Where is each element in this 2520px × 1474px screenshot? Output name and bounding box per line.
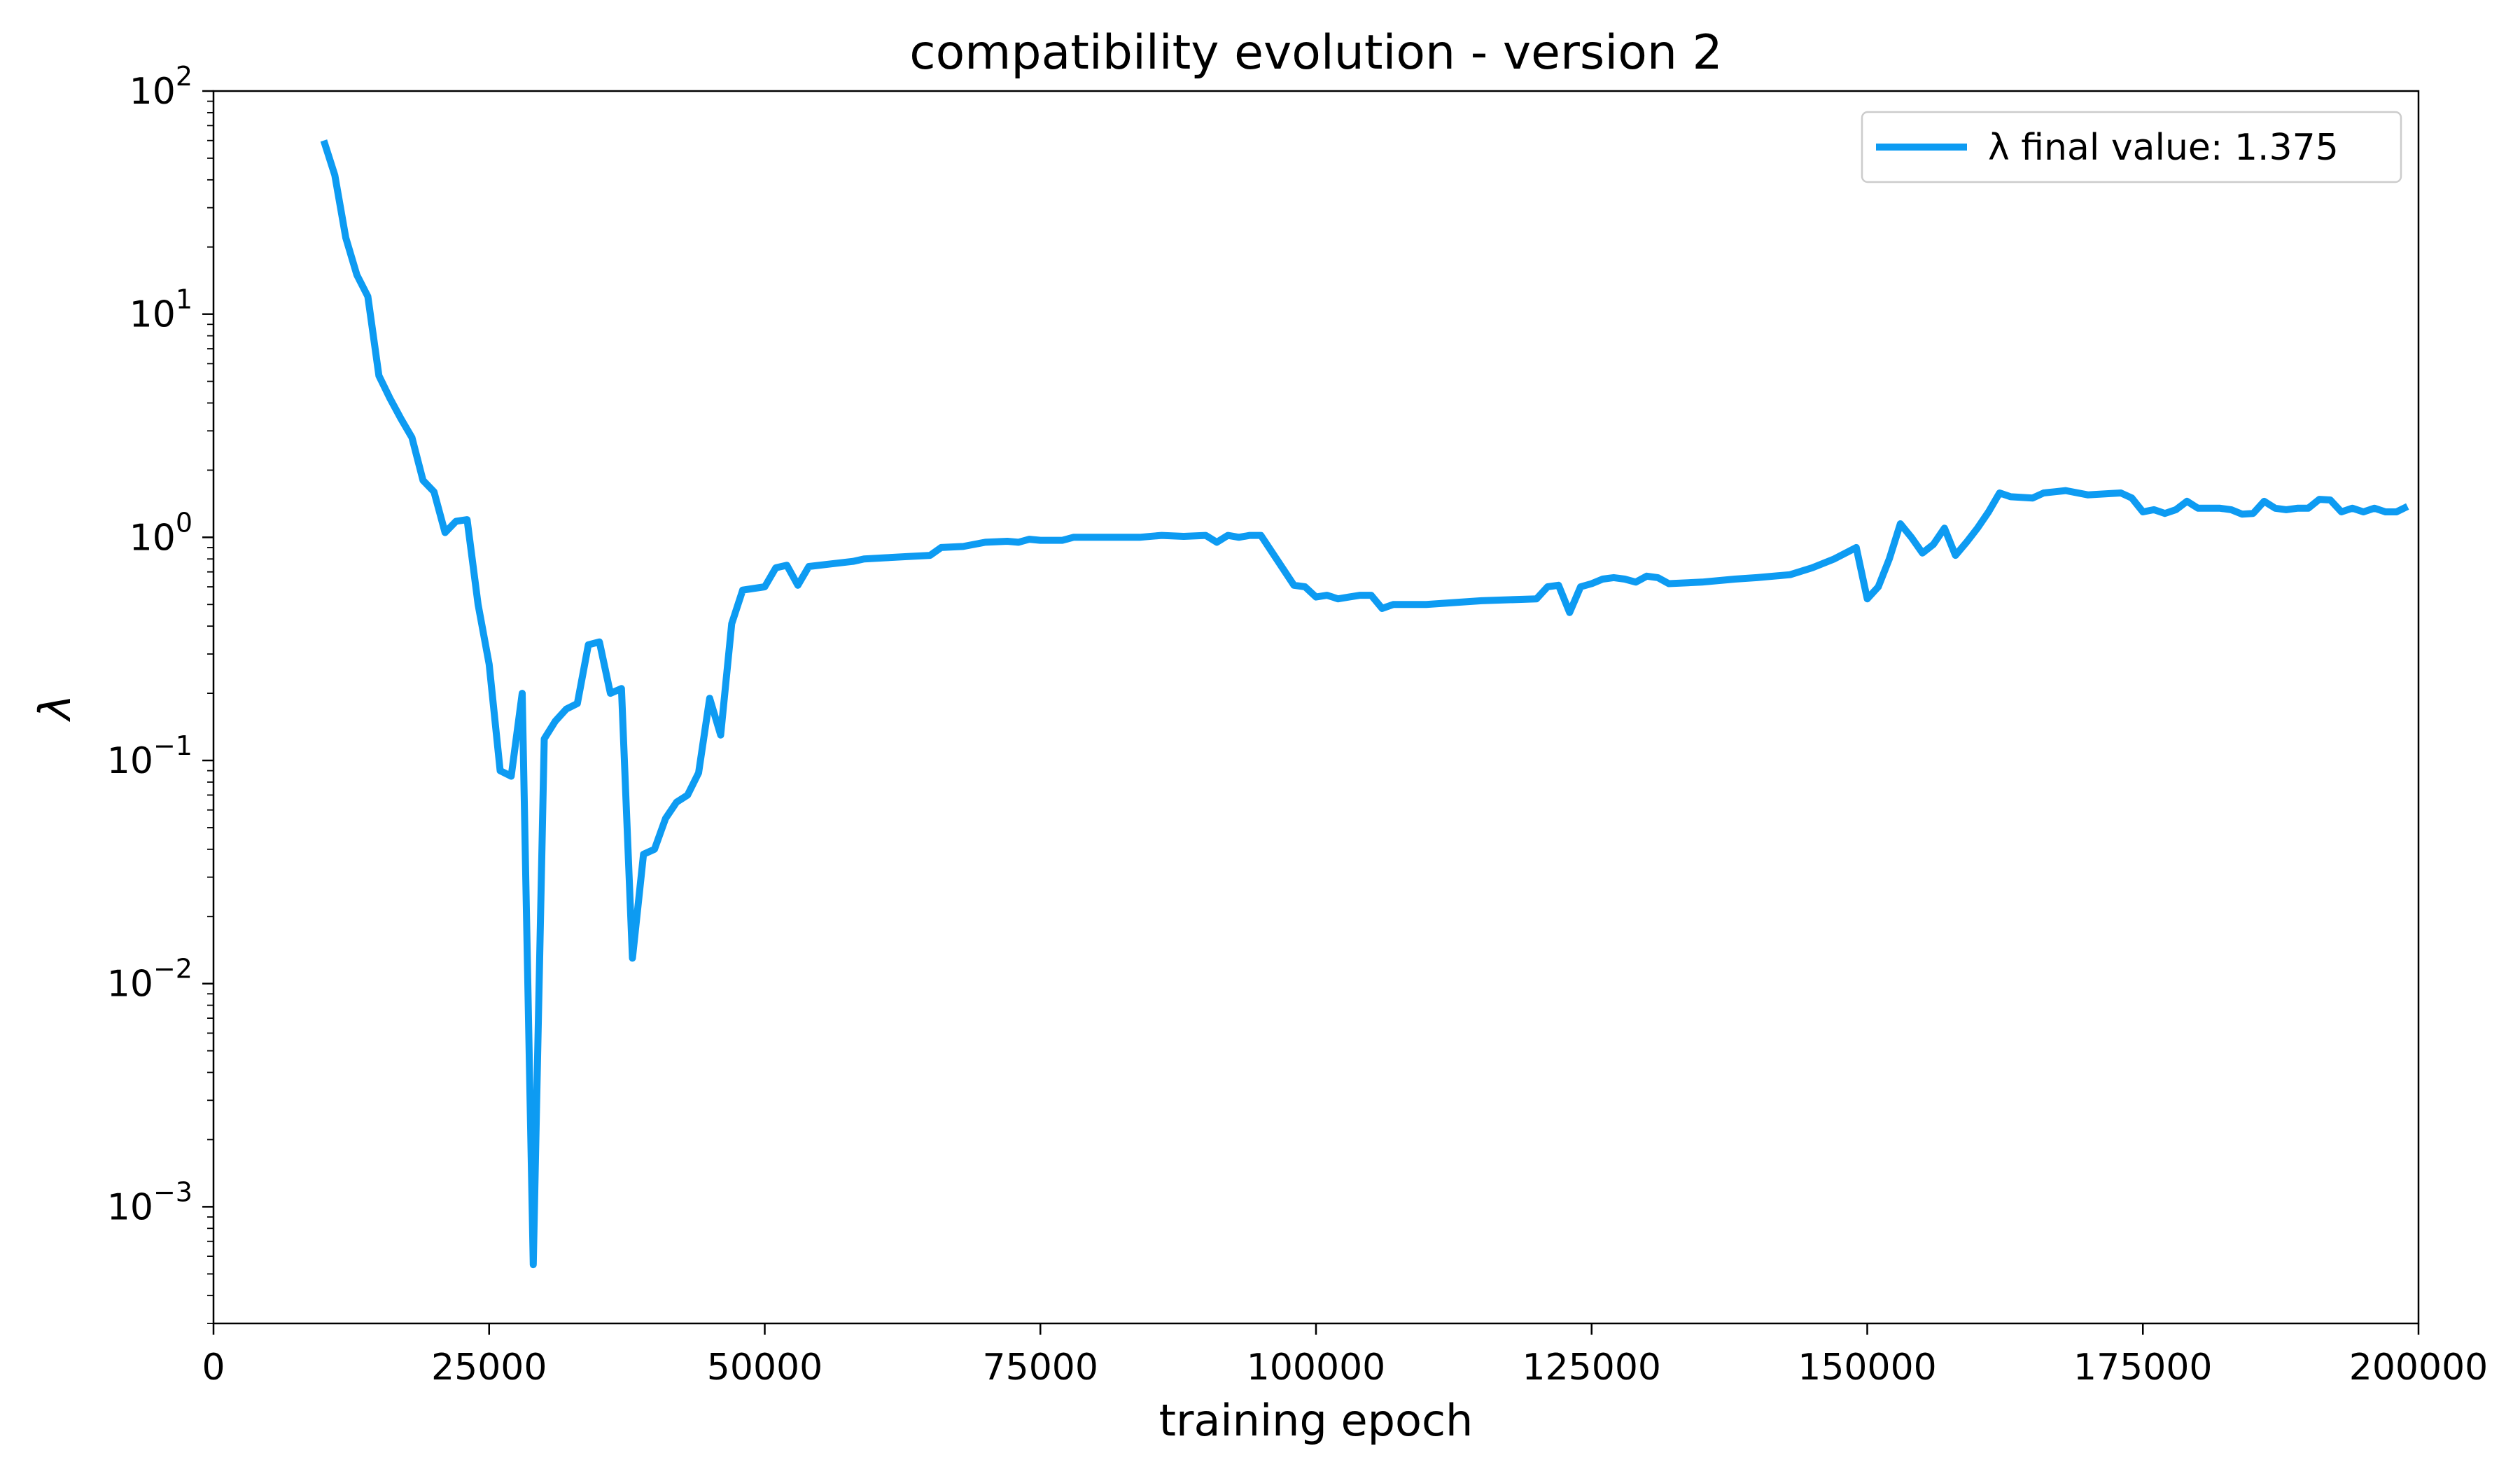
series-layer	[320, 139, 2409, 1269]
chart-title: compatibility evolution - version 2	[909, 25, 1723, 81]
x-tick-label: 0	[202, 1347, 225, 1389]
x-axis-label: training epoch	[1159, 1395, 1474, 1446]
y-axis: 10−3 10−2 10−1 100 101 102	[107, 61, 214, 1324]
y-axis-label: λ	[29, 695, 80, 723]
y-tick-label: 10−1	[107, 730, 192, 782]
x-axis: 0 25000 50000 75000 100000 125000 150000 175000…	[202, 1323, 2488, 1389]
x-tick-label: 175000	[2073, 1347, 2213, 1389]
legend-entry-label: λ final value: 1.375	[1988, 127, 2339, 169]
x-tick-label: 25000	[431, 1347, 547, 1389]
x-tick-label: 50000	[707, 1347, 822, 1389]
x-tick-label: 75000	[983, 1347, 1098, 1389]
x-tick-label: 100000	[1247, 1347, 1386, 1389]
series-line-0	[320, 139, 2409, 1269]
legend: λ final value: 1.375	[1861, 111, 2402, 183]
y-tick-label: 102	[130, 61, 192, 113]
y-tick-label: 10−3	[107, 1176, 192, 1228]
legend-box	[1861, 111, 2402, 183]
y-tick-label: 10−2	[107, 954, 192, 1006]
x-tick-label: 200000	[2349, 1347, 2488, 1389]
y-tick-label: 101	[130, 284, 192, 336]
y-tick-label: 100	[130, 507, 192, 559]
x-tick-label: 150000	[1798, 1347, 1937, 1389]
x-tick-label: 125000	[1522, 1347, 1661, 1389]
